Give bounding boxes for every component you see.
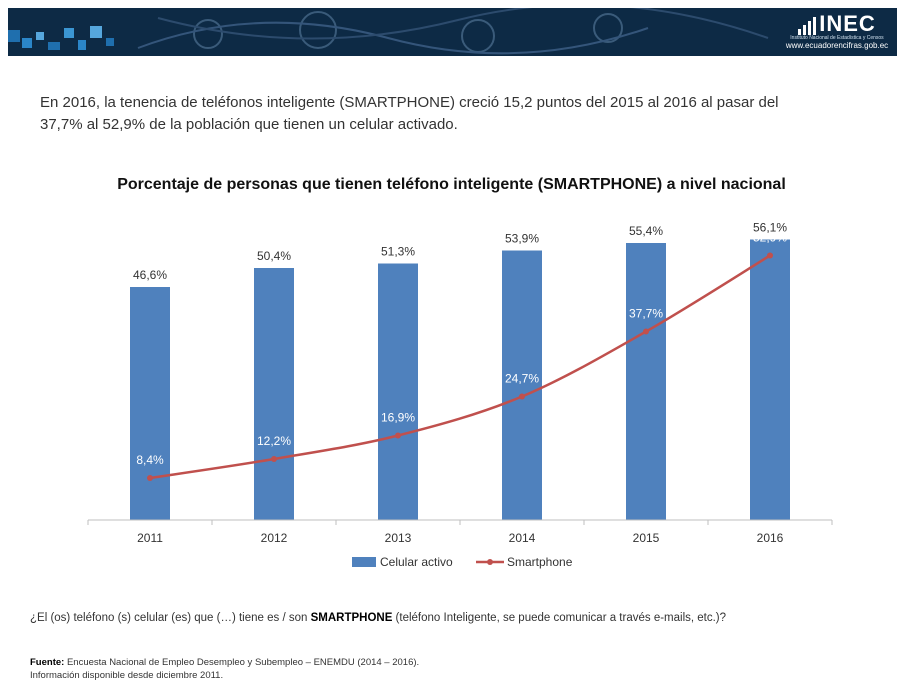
point-smartphone [271,456,277,462]
bar-celular-activo [130,287,170,520]
chart: 46,6% 50,4% 51,3% 53,9% 55,4% 56,1% 2011 2012 20… [87,221,833,569]
question-post: (teléfono Inteligente, se puede comunica… [392,612,727,624]
x-tick-label: 2014 [509,531,536,545]
point-smartphone [767,252,773,259]
line-data-label: 24,7% [505,372,539,386]
bar-data-label: 46,6% [133,268,167,282]
bar-data-label: 56,1% [753,221,787,235]
question-bold: SMARTPHONE [310,612,393,624]
point-smartphone [147,475,153,481]
legend-label-celular-activo: Celular activo [380,555,453,569]
line-data-label: 52,9% [753,231,787,245]
logo-subtitle: Instituto Nacional de Estadística y Cens… [790,35,884,41]
bar-chart-icon [798,17,817,35]
inec-logo[interactable]: INEC Instituto Nacional de Estadística y… [777,8,897,56]
point-smartphone [643,328,649,335]
line-data-label: 16,9% [381,411,415,425]
bar-celular-activo [626,243,666,520]
survey-question: ¿El (os) teléfono (s) celular (es) que (… [30,612,890,624]
bar-celular-activo [254,268,294,520]
bar-data-label: 55,4% [629,224,663,238]
bar-celular-activo [502,250,542,520]
intro-line-1: En 2016, la tenencia de teléfonos inteli… [40,94,779,111]
bar-data-label: 53,9% [505,232,539,246]
legend-marker-smartphone [487,559,493,565]
intro-paragraph: En 2016, la tenencia de teléfonos inteli… [40,92,890,136]
bar-celular-activo [378,263,418,520]
site-url[interactable]: www.ecuadorencifras.gob.ec [785,41,889,50]
legend-swatch-celular-activo [352,557,376,567]
bar-data-label: 50,4% [257,249,291,263]
x-tick-label: 2013 [385,531,412,545]
line-data-label: 37,7% [629,307,663,321]
x-tick-label: 2012 [261,531,288,545]
x-tick-label: 2016 [757,531,784,545]
source-label: Fuente: [30,657,65,668]
x-tick-label: 2011 [137,531,163,545]
source-note: Fuente: Encuesta Nacional de Empleo Dese… [30,656,890,682]
source-line-2: Información disponible desde diciembre 2… [30,670,224,681]
line-data-label: 8,4% [136,453,164,467]
bar-celular-activo [750,239,790,520]
point-smartphone [519,393,525,400]
source-text: Encuesta Nacional de Empleo Desempleo y … [64,657,420,668]
legend-label-smartphone: Smartphone [507,555,573,569]
question-pre: ¿El (os) teléfono (s) celular (es) que (… [30,612,311,624]
header-banner: INEC Instituto Nacional de Estadística y… [8,8,897,56]
point-smartphone [395,432,401,439]
logo-text: INEC [819,11,876,36]
banner-pattern [8,8,769,55]
line-data-label: 12,2% [257,434,291,448]
bar-data-label: 51,3% [381,245,415,259]
x-tick-label: 2015 [633,531,660,545]
intro-line-2: 37,7% al 52,9% de la población que tiene… [40,116,458,133]
chart-title: Porcentaje de personas que tienen teléfo… [117,176,786,193]
line-smartphone [149,254,771,480]
